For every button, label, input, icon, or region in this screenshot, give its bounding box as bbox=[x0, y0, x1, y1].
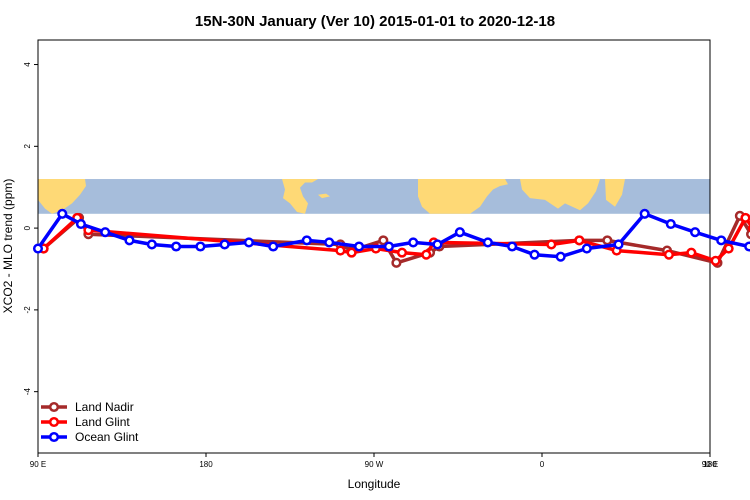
data-point bbox=[383, 241, 394, 252]
data-point bbox=[354, 241, 365, 252]
data-point bbox=[171, 241, 182, 252]
data-point bbox=[746, 229, 750, 240]
data-point bbox=[581, 243, 592, 254]
data-point bbox=[301, 235, 312, 246]
chart-title: 15N-30N January (Ver 10) 2015-01-01 to 2… bbox=[195, 13, 555, 30]
data-point bbox=[335, 245, 346, 256]
legend-label: Land Nadir bbox=[75, 400, 134, 414]
data-point bbox=[75, 218, 86, 230]
data-point bbox=[195, 241, 206, 252]
data-point bbox=[243, 237, 254, 248]
legend-marker bbox=[48, 431, 60, 443]
data-point bbox=[454, 227, 465, 238]
data-point bbox=[100, 227, 111, 238]
data-point bbox=[716, 235, 727, 246]
data-point bbox=[378, 235, 389, 246]
legend-marker bbox=[48, 416, 60, 428]
map-land bbox=[520, 179, 600, 211]
data-point bbox=[32, 243, 44, 254]
map-land bbox=[38, 179, 86, 214]
data-point bbox=[744, 241, 750, 252]
data-point bbox=[219, 239, 230, 250]
y-tick-label: 4 bbox=[23, 62, 32, 67]
series-line bbox=[42, 216, 750, 263]
data-point bbox=[690, 227, 701, 238]
data-point bbox=[529, 249, 540, 260]
map-land bbox=[605, 179, 625, 207]
y-tick-label: -2 bbox=[23, 306, 32, 314]
x-tick-label: 180 bbox=[199, 460, 213, 469]
map-land bbox=[272, 179, 318, 214]
series-ocean-glint bbox=[32, 208, 750, 262]
data-point bbox=[710, 255, 721, 266]
world-map-band bbox=[38, 179, 710, 214]
data-point bbox=[574, 235, 585, 246]
series-layer bbox=[32, 208, 750, 268]
x-tick-label: 90 E bbox=[30, 460, 46, 469]
x-axis-label: Longitude bbox=[348, 477, 401, 491]
data-point bbox=[124, 235, 135, 246]
series-line bbox=[42, 214, 750, 265]
data-point bbox=[346, 247, 357, 258]
y-axis: 4 2 0 -2 -4 bbox=[23, 62, 38, 395]
x-tick-label: 90 W bbox=[365, 460, 384, 469]
y-tick-label: -4 bbox=[23, 388, 32, 396]
data-point bbox=[324, 237, 335, 248]
y-tick-label: 2 bbox=[23, 144, 32, 149]
legend-marker bbox=[48, 401, 60, 413]
data-point bbox=[602, 235, 613, 246]
series-land-nadir bbox=[38, 210, 750, 268]
data-point bbox=[686, 247, 697, 258]
data-point bbox=[723, 243, 734, 254]
data-point bbox=[740, 212, 750, 223]
data-point bbox=[432, 239, 443, 250]
data-point bbox=[546, 239, 557, 250]
legend-label: Land Glint bbox=[75, 415, 130, 429]
legend-label: Ocean Glint bbox=[75, 430, 139, 444]
data-point bbox=[663, 249, 674, 260]
data-point bbox=[421, 249, 432, 260]
data-point bbox=[408, 237, 419, 248]
data-point bbox=[146, 239, 157, 250]
y-tick-label: 0 bbox=[23, 225, 32, 230]
data-point bbox=[57, 208, 68, 219]
data-point bbox=[391, 257, 402, 268]
x-tick-label: 90 E bbox=[702, 460, 718, 469]
x-tick-label: 180 bbox=[703, 460, 717, 469]
map-land bbox=[318, 193, 330, 199]
data-point bbox=[665, 218, 676, 230]
data-point bbox=[482, 237, 493, 248]
data-point bbox=[268, 241, 279, 252]
data-point bbox=[396, 247, 408, 258]
y-axis-label: XCO2 - MLO trend (ppm) bbox=[1, 179, 15, 314]
map-land bbox=[418, 179, 508, 214]
data-point bbox=[555, 251, 566, 262]
x-tick-label: 0 bbox=[540, 460, 545, 469]
data-point bbox=[639, 208, 650, 219]
data-point bbox=[613, 239, 624, 250]
data-point bbox=[507, 241, 518, 252]
